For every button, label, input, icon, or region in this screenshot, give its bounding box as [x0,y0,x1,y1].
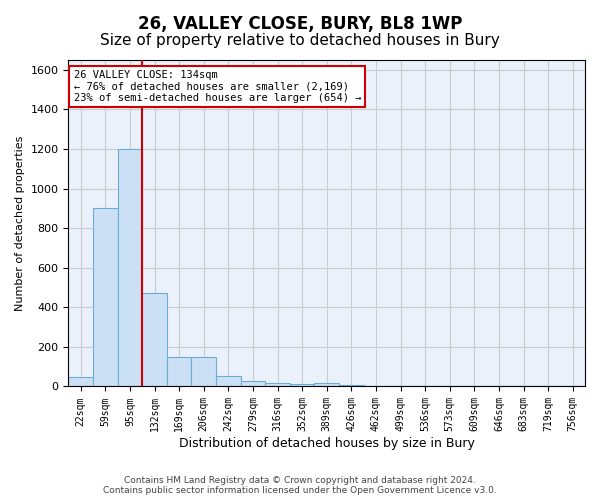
Bar [68,376,93,386]
Bar [191,357,216,386]
Bar [290,384,314,386]
Bar [314,382,339,386]
X-axis label: Distribution of detached houses by size in Bury: Distribution of detached houses by size … [179,437,475,450]
Text: Contains HM Land Registry data © Crown copyright and database right 2024.
Contai: Contains HM Land Registry data © Crown c… [103,476,497,495]
Bar [118,149,142,386]
Bar [241,380,265,386]
Bar [142,294,167,386]
Bar [93,208,118,386]
Bar [216,376,241,386]
Bar [167,357,191,386]
Text: 26 VALLEY CLOSE: 134sqm
← 76% of detached houses are smaller (2,169)
23% of semi: 26 VALLEY CLOSE: 134sqm ← 76% of detache… [74,70,361,103]
Text: 26, VALLEY CLOSE, BURY, BL8 1WP: 26, VALLEY CLOSE, BURY, BL8 1WP [138,15,462,33]
Y-axis label: Number of detached properties: Number of detached properties [15,136,25,311]
Bar [265,382,290,386]
Text: Size of property relative to detached houses in Bury: Size of property relative to detached ho… [100,32,500,48]
